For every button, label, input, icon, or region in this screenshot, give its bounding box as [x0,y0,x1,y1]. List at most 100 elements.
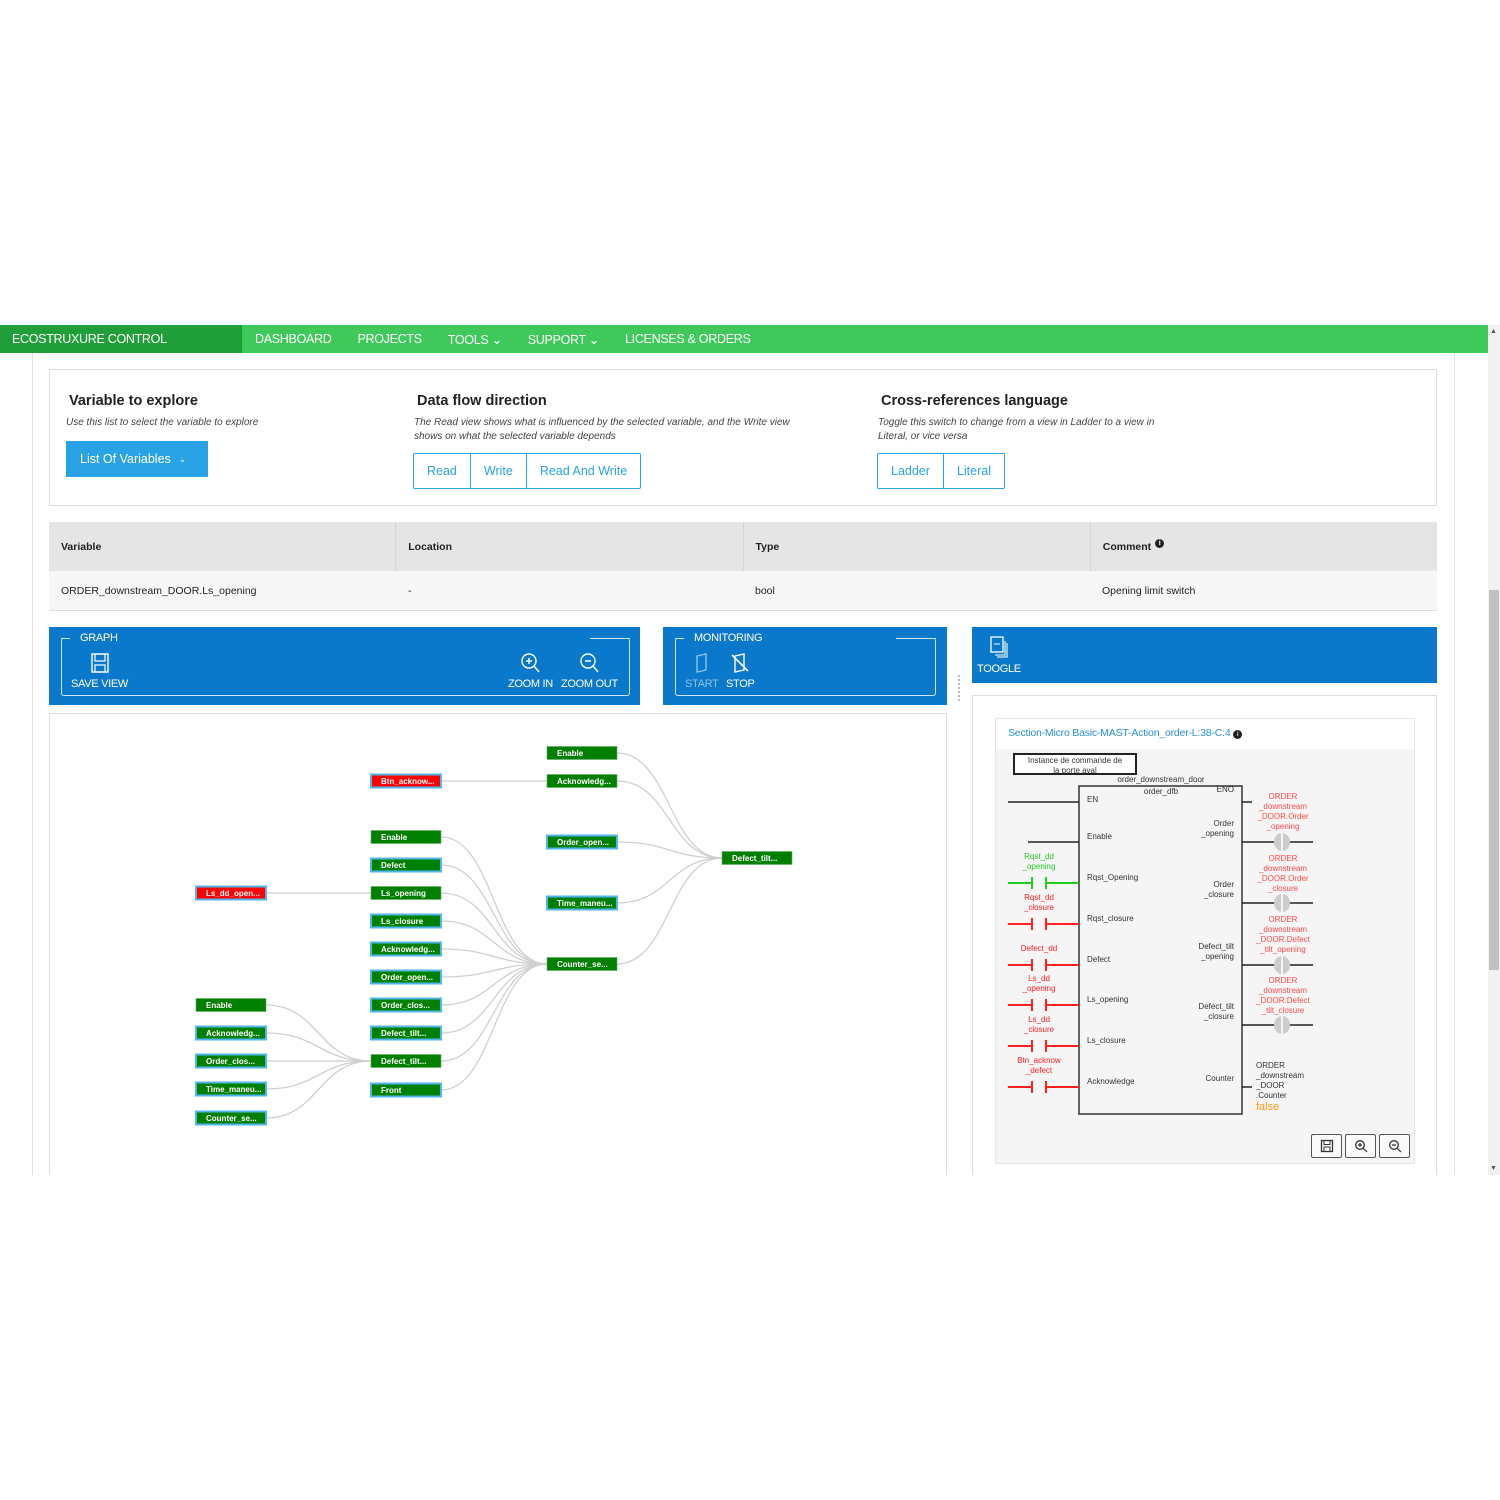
graph-node[interactable] [546,957,618,971]
graph-node-label: Front [381,1086,402,1095]
output-pin: Order [1214,880,1235,889]
explore-hint: Use this list to select the variable to … [66,417,259,428]
graph-edge [440,963,548,1091]
dependency-graph[interactable]: Ls_dd_open... Enable Acknowledg... Order_cl… [49,713,947,1175]
explore-title: Variable to explore [69,393,198,409]
read-and-write-button[interactable]: Read And Write [539,464,628,478]
variable-table: Variable Location Type Comment i ORDER_do… [49,522,1437,611]
output-variable: ORDER [1269,976,1298,985]
graph-node-label: Ls_closure [381,917,424,926]
nav-licenses[interactable]: LICENSES & ORDERS [625,332,751,346]
input-pin: Rqst_Opening [1087,873,1138,882]
input-pin: Ls_closure [1087,1036,1126,1045]
nav-tools[interactable]: TOOLS ⌄ [447,332,502,347]
monitoring-toolbar: MONITORING START STOP [663,627,947,705]
graph-node[interactable] [721,851,793,865]
ladder-save-button[interactable] [1311,1134,1342,1158]
graph-node[interactable] [195,1081,267,1097]
nav-brand[interactable]: ECOSTRUXURE CONTROL ENGINEERING [0,325,242,374]
graph-node-label: Enable [206,1001,233,1010]
section-link[interactable]: Section-Micro Basic-MAST-Action_order-L:… [1008,727,1231,739]
table-row[interactable]: ORDER_downstream_DOOR.Ls_opening - bool … [49,571,1437,611]
monitoring-fieldset [675,638,936,696]
scroll-up-icon[interactable]: ▲ [1490,328,1497,335]
graph-node[interactable] [370,1082,442,1098]
write-button[interactable]: Write [471,454,527,488]
info-icon[interactable]: i [1155,539,1165,548]
graph-node-label: Acknowledg... [381,945,435,954]
graph-node[interactable] [195,998,267,1012]
divider [32,353,33,1175]
ladder-zoom-out-button[interactable] [1379,1134,1410,1158]
graph-edge [440,948,548,965]
info-icon[interactable]: i [1233,730,1243,739]
output-pin: _closure [1203,890,1235,899]
ladder-zoom-in-button[interactable] [1345,1134,1376,1158]
graph-node-label: Counter_se... [206,1114,257,1123]
graph-node[interactable] [370,830,442,844]
graph-node[interactable] [195,885,267,901]
output-variable: _opening [1266,822,1300,831]
graph-node[interactable] [370,913,442,929]
graph-edge [265,1032,372,1062]
nav-dashboard[interactable]: DASHBOARD [255,332,332,346]
literal-button[interactable]: Literal [956,464,991,478]
graph-node[interactable] [370,969,442,985]
graph-edge [616,857,723,965]
col-comment: Comment i [1091,522,1437,571]
graph-node[interactable] [546,834,618,850]
output-variable: _closure [1267,884,1299,893]
toggle-toolbar: TOOGLE [972,627,1437,683]
scrollbar[interactable]: ▲ ▼ [1488,325,1500,1175]
nav-support[interactable]: SUPPORT ⌄ [527,332,600,347]
graph-edge [440,864,548,965]
graph-node[interactable] [370,857,442,873]
contact-label: Ls_dd [1028,974,1050,983]
graph-node[interactable] [546,895,618,911]
output-variable: _DOOR.Defect [1255,935,1311,944]
output-pin: ENO [1217,785,1234,794]
graph-canvas[interactable]: Ls_dd_open... Enable Acknowledg... Order_cl… [50,714,948,1175]
output-pin: Defect_tilt [1198,942,1234,951]
graph-node[interactable] [195,1025,267,1041]
zoom-out-button[interactable]: ZOOM OUT [561,652,618,690]
read-button[interactable]: Read [414,454,471,488]
graph-node[interactable] [370,1054,442,1068]
graph-node[interactable] [546,774,618,788]
graph-node[interactable] [370,997,442,1013]
instance-name: order_downstream_door [1117,775,1204,784]
graph-node[interactable] [370,886,442,900]
output-variable: _downstream [1258,986,1307,995]
graph-node[interactable] [370,773,442,789]
graph-node[interactable] [546,746,618,760]
save-icon [1320,1139,1333,1153]
graph-edge [440,892,548,965]
output-variable: _DOOR [1255,1081,1285,1090]
graph-node-label: Acknowledg... [557,777,611,786]
list-of-variables-button[interactable]: List Of Variables ⌄ [66,441,208,477]
graph-node[interactable] [195,1053,267,1069]
block-type: order_dfb [1144,787,1179,796]
graph-edge [440,920,548,965]
graph-node[interactable] [370,1025,442,1041]
cell-comment: Opening limit switch [1102,584,1196,597]
graph-edge [440,963,548,1062]
ladder-button[interactable]: Ladder [878,454,944,488]
toggle-button[interactable]: TOOGLE [977,635,1021,675]
zoom-in-button[interactable]: ZOOM IN [508,652,553,690]
counter-value: false [1256,1101,1279,1113]
graph-node[interactable] [195,1110,267,1126]
graph-node[interactable] [370,941,442,957]
cell-type: bool [755,584,775,597]
function-block [1078,785,1243,1115]
stop-button[interactable]: STOP [726,652,755,690]
graph-node-label: Enable [557,749,584,758]
scrollbar-thumb[interactable] [1489,590,1499,970]
save-view-button[interactable]: SAVE VIEW [71,652,128,690]
nav-projects[interactable]: PROJECTS [357,332,422,346]
output-variable: ORDER [1269,792,1298,801]
start-button[interactable]: START [685,652,719,690]
graph-edge [616,841,723,859]
scroll-down-icon[interactable]: ▼ [1490,1165,1497,1172]
resize-handle[interactable] [958,675,961,701]
